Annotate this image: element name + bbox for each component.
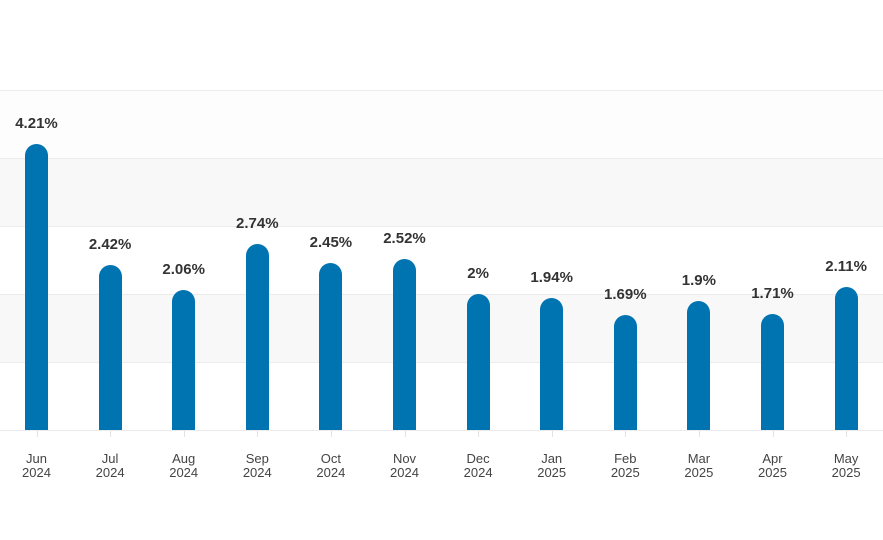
gridline (0, 226, 883, 227)
data-label: 2.42% (88, 236, 132, 254)
x-tick-month: May (833, 451, 859, 466)
x-tick (183, 431, 185, 437)
data-label: 1.94% (530, 269, 573, 287)
x-tick-month: Jun (26, 451, 47, 466)
x-tick-label: Feb 2025 (590, 452, 660, 480)
x-tick (404, 431, 406, 437)
x-tick-month: Aug (172, 451, 196, 466)
x-tick-month: Oct (320, 451, 341, 466)
x-tick (36, 431, 38, 437)
x-tick-label: Oct 2024 (296, 452, 366, 480)
gridline (0, 362, 883, 363)
data-label: 2.52% (383, 229, 426, 247)
data-label: 2.06% (162, 260, 205, 278)
x-tick-month: Feb (614, 451, 637, 466)
gridline (0, 158, 883, 159)
x-tick-month: Apr (762, 451, 783, 466)
data-label: 2% (467, 265, 489, 282)
x-tick-month: Nov (392, 451, 417, 466)
grid-band (0, 90, 883, 158)
x-tick-label: Dec 2024 (443, 452, 513, 480)
bar[interactable] (613, 315, 637, 430)
x-tick-year: 2024 (242, 465, 272, 480)
data-label: 1.9% (681, 271, 716, 289)
bar[interactable] (25, 143, 48, 430)
gridline (0, 294, 883, 295)
data-label: 1.69% (604, 286, 647, 304)
x-tick-year: 2025 (758, 465, 787, 480)
grid-band (0, 158, 883, 226)
x-tick-year: 2024 (169, 465, 199, 480)
x-tick (772, 431, 774, 437)
bar[interactable] (687, 300, 711, 430)
x-tick (551, 431, 553, 437)
grid-band (0, 294, 883, 362)
x-tick (478, 431, 480, 437)
x-tick-year: 2025 (831, 465, 861, 480)
data-label: 2.74% (236, 214, 279, 232)
bar[interactable] (466, 294, 490, 430)
grid-band (0, 362, 883, 430)
x-tick-year: 2024 (95, 465, 125, 480)
x-tick (846, 431, 848, 437)
gridline (0, 90, 883, 91)
x-tick-year: 2025 (537, 465, 567, 480)
x-tick-year: 2024 (463, 465, 493, 480)
x-tick-month: Mar (687, 451, 711, 466)
data-label: 2.11% (825, 257, 867, 275)
x-tick-year: 2025 (610, 465, 640, 480)
bar[interactable] (98, 265, 122, 430)
x-tick-year: 2024 (390, 465, 419, 480)
x-tick-label: Aug 2024 (149, 452, 219, 480)
x-tick-label: Jun 2024 (2, 452, 72, 480)
x-tick-label: Mar 2025 (664, 452, 734, 480)
x-tick-year: 2025 (684, 465, 714, 480)
gridline (0, 430, 883, 431)
x-tick-year: 2024 (316, 465, 346, 480)
x-tick (330, 431, 332, 437)
x-tick-label: Sep 2024 (222, 452, 292, 480)
grid-band (0, 226, 883, 294)
x-tick-month: Sep (245, 451, 269, 466)
x-tick-label: Apr 2025 (738, 452, 808, 480)
bar[interactable] (393, 258, 416, 430)
bar[interactable] (834, 286, 858, 430)
x-tick (625, 431, 627, 437)
x-tick (698, 431, 700, 437)
x-tick-month: Jan (541, 451, 563, 466)
x-tick-month: Jul (101, 451, 119, 466)
x-tick (257, 431, 259, 437)
x-tick-month: Dec (466, 451, 490, 466)
data-label: 1.71% (751, 284, 794, 302)
bar[interactable] (761, 313, 784, 430)
x-tick-label: Jul 2024 (75, 452, 145, 480)
x-tick-label: May 2025 (811, 452, 881, 480)
bar[interactable] (540, 298, 564, 430)
x-tick-label: Jan 2025 (517, 452, 587, 480)
x-tick-year: 2024 (22, 465, 51, 480)
data-label: 2.45% (309, 234, 353, 252)
data-label: 4.21% (15, 114, 58, 132)
bar[interactable] (245, 243, 269, 430)
x-tick (110, 431, 112, 437)
bar[interactable] (319, 263, 343, 430)
x-tick-label: Nov 2024 (370, 452, 440, 480)
bar[interactable] (172, 289, 196, 430)
